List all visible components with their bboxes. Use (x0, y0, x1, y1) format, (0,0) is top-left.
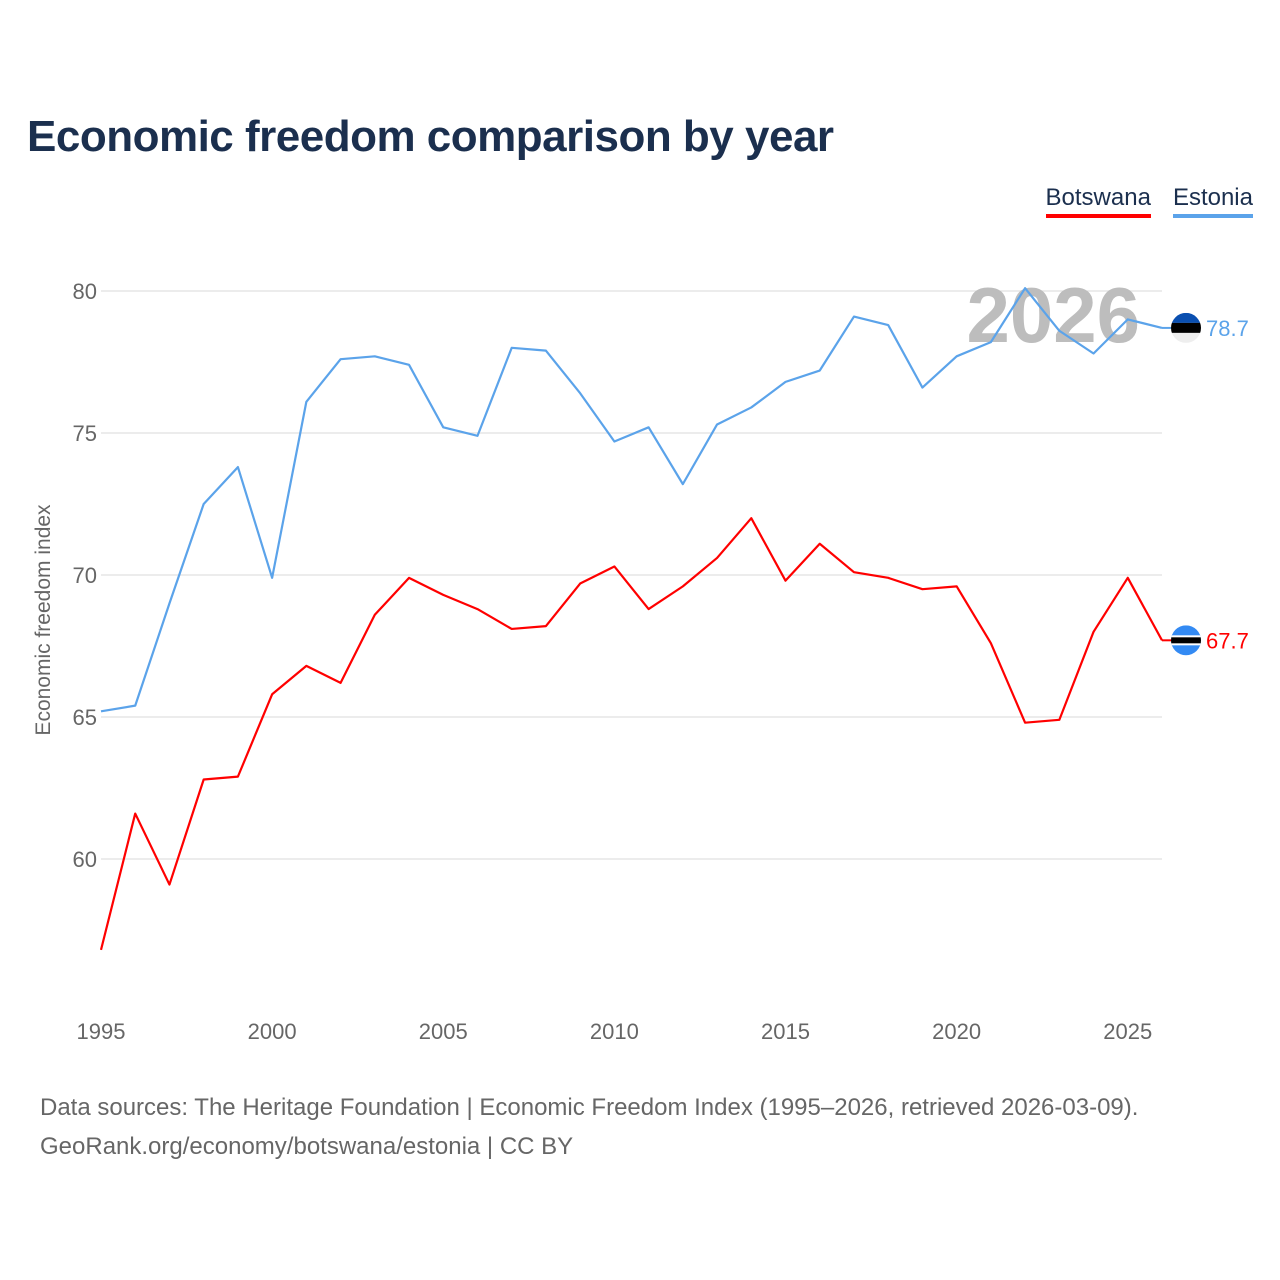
x-tick-label: 2025 (1103, 1019, 1152, 1044)
data-point (304, 400, 308, 404)
data-point (955, 584, 959, 588)
data-point (920, 386, 924, 390)
data-point (852, 315, 856, 319)
data-point (236, 465, 240, 469)
data-point (236, 775, 240, 779)
data-point (475, 607, 479, 611)
data-point (920, 587, 924, 591)
chart-title: Economic freedom comparison by year (27, 112, 834, 161)
data-point (749, 516, 753, 520)
data-point (407, 576, 411, 580)
series-line-botswana (99, 517, 1163, 951)
data-point (1092, 351, 1096, 355)
legend-botswana[interactable]: Botswana (1045, 184, 1151, 218)
data-point (818, 542, 822, 546)
data-point (510, 346, 514, 350)
estonia-flag-icon (1171, 312, 1201, 343)
y-tick-label: 60 (73, 847, 97, 872)
data-point (339, 357, 343, 361)
y-tick-label: 75 (73, 421, 97, 446)
data-point (544, 349, 548, 353)
data-point (955, 354, 959, 358)
data-point (1023, 721, 1027, 725)
data-point (441, 593, 445, 597)
data-point (989, 340, 993, 344)
y-tick-label: 65 (73, 705, 97, 730)
data-point (681, 482, 685, 486)
data-point (407, 363, 411, 367)
data-point (681, 584, 685, 588)
data-point (886, 576, 890, 580)
y-tick-label: 80 (73, 279, 97, 304)
data-point (1023, 286, 1027, 290)
data-point (510, 627, 514, 631)
data-point (373, 613, 377, 617)
data-point (167, 601, 171, 605)
data-point (1126, 576, 1130, 580)
x-tick-label: 1995 (77, 1019, 126, 1044)
y-tick-label: 70 (73, 563, 97, 588)
data-point (544, 624, 548, 628)
data-point (647, 607, 651, 611)
data-point (304, 664, 308, 668)
end-value-label-estonia: 78.7 (1206, 316, 1249, 341)
y-axis-label: Economic freedom index (32, 504, 55, 736)
legend: Botswana Estonia (1045, 184, 1253, 218)
data-point (1057, 329, 1061, 333)
x-tick-label: 2000 (248, 1019, 297, 1044)
data-point (202, 502, 206, 506)
data-point (202, 777, 206, 781)
footer: Data sources: The Heritage Foundation | … (40, 1088, 1138, 1166)
end-value-label-botswana: 67.7 (1206, 628, 1249, 653)
data-point (1092, 630, 1096, 634)
data-point (1057, 718, 1061, 722)
data-point (989, 641, 993, 645)
data-point (99, 948, 103, 952)
x-tick-label: 2015 (761, 1019, 810, 1044)
data-point (715, 556, 719, 560)
data-point (270, 692, 274, 696)
data-point (852, 570, 856, 574)
data-point (612, 564, 616, 568)
legend-estonia[interactable]: Estonia (1172, 184, 1253, 218)
series-line-estonia (100, 287, 1163, 713)
data-point (715, 422, 719, 426)
data-point (886, 323, 890, 327)
x-tick-label: 2020 (932, 1019, 981, 1044)
attribution-link[interactable]: GeoRank.org/economy/botswana/estonia | C… (40, 1133, 574, 1160)
data-point (167, 883, 171, 887)
data-point (270, 576, 274, 580)
data-point (133, 812, 137, 816)
botswana-flag-icon (1171, 625, 1201, 656)
data-point (818, 369, 822, 373)
x-tick-label: 2010 (590, 1019, 639, 1044)
data-point (99, 709, 103, 713)
data-point (475, 434, 479, 438)
x-tick-label: 2005 (419, 1019, 468, 1044)
data-point (1126, 317, 1130, 321)
data-source: Data sources: The Heritage Foundation | … (40, 1094, 1139, 1121)
year-watermark: 2026 (966, 271, 1140, 359)
data-point (578, 582, 582, 586)
data-point (749, 405, 753, 409)
data-point (133, 704, 137, 708)
data-point (784, 380, 788, 384)
data-point (647, 425, 651, 429)
data-point (784, 579, 788, 583)
data-point (578, 391, 582, 395)
data-point (441, 425, 445, 429)
data-point (373, 354, 377, 358)
data-point (612, 440, 616, 444)
data-point (339, 681, 343, 685)
